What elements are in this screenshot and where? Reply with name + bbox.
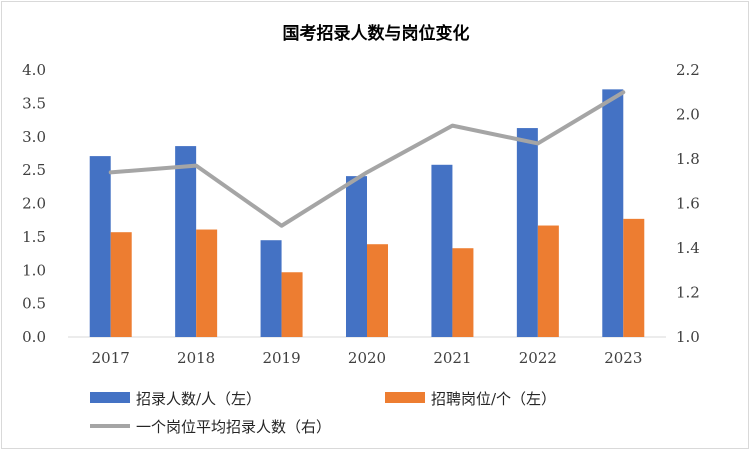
y-left-tick-label: 0.0 [22,328,46,346]
x-tick-label: 2021 [433,349,471,367]
bar-recruits [261,240,282,337]
y-left-tick-label: 1.0 [22,261,46,279]
x-tick-label: 2019 [262,349,300,367]
legend-label-1: 招聘岗位/个（左） [431,390,556,408]
y-left-tick-label: 0.5 [22,295,46,313]
bar-positions [538,226,559,337]
bar-positions [196,230,217,337]
chart-frame: 国考招录人数与岗位变化 0.0 0.5 1.0 1.5 2.0 2.5 3.0 3.5 4.0 1… [1,1,749,449]
y-left-tick-label: 4.0 [22,61,46,79]
x-tick-label: 2018 [177,349,215,367]
bar-positions [623,219,644,337]
bar-recruits [175,146,196,337]
bar-recruits [346,176,367,337]
bar-recruits [602,89,623,337]
x-tick-label: 2020 [348,349,386,367]
chart: 国考招录人数与岗位变化 0.0 0.5 1.0 1.5 2.0 2.5 3.0 3.5 4.0 1… [2,2,750,450]
legend-label-2: 一个岗位平均招录人数（右） [136,418,331,436]
plot-area: 0.0 0.5 1.0 1.5 2.0 2.5 3.0 3.5 4.0 1.0 1.2 1.4 1.6 1… [22,61,700,367]
bar-positions [452,248,473,337]
y-left-tick-label: 1.5 [22,228,46,246]
y-right-tick-label: 1.6 [676,195,700,213]
legend-swatch-0 [90,392,130,403]
chart-title: 国考招录人数与岗位变化 [283,23,470,44]
y-right-tick-label: 1.8 [676,150,700,168]
bar-recruits [431,165,452,337]
bar-recruits [517,128,538,337]
y-right-tick-label: 2.2 [676,61,700,79]
bar-positions [282,272,303,337]
legend: 招录人数/人（左） 招聘岗位/个（左） 一个岗位平均招录人数（右） [90,390,556,436]
y-left-tick-label: 3.0 [22,128,46,146]
y-right-tick-label: 2.0 [676,106,700,124]
y-right-tick-label: 1.2 [676,284,700,302]
bar-positions [367,244,388,337]
x-tick-label: 2022 [519,349,557,367]
y-right-tick-label: 1.0 [676,328,700,346]
x-tick-label: 2023 [604,349,642,367]
y-left-tick-label: 2.0 [22,195,46,213]
legend-swatch-1 [385,392,425,403]
x-tick-label: 2017 [92,349,130,367]
legend-label-0: 招录人数/人（左） [136,390,261,408]
bar-positions [111,232,132,337]
y-left-tick-label: 3.5 [22,94,46,112]
bar-recruits [90,156,111,337]
y-left-tick-label: 2.5 [22,161,46,179]
y-right-tick-label: 1.4 [676,239,700,257]
